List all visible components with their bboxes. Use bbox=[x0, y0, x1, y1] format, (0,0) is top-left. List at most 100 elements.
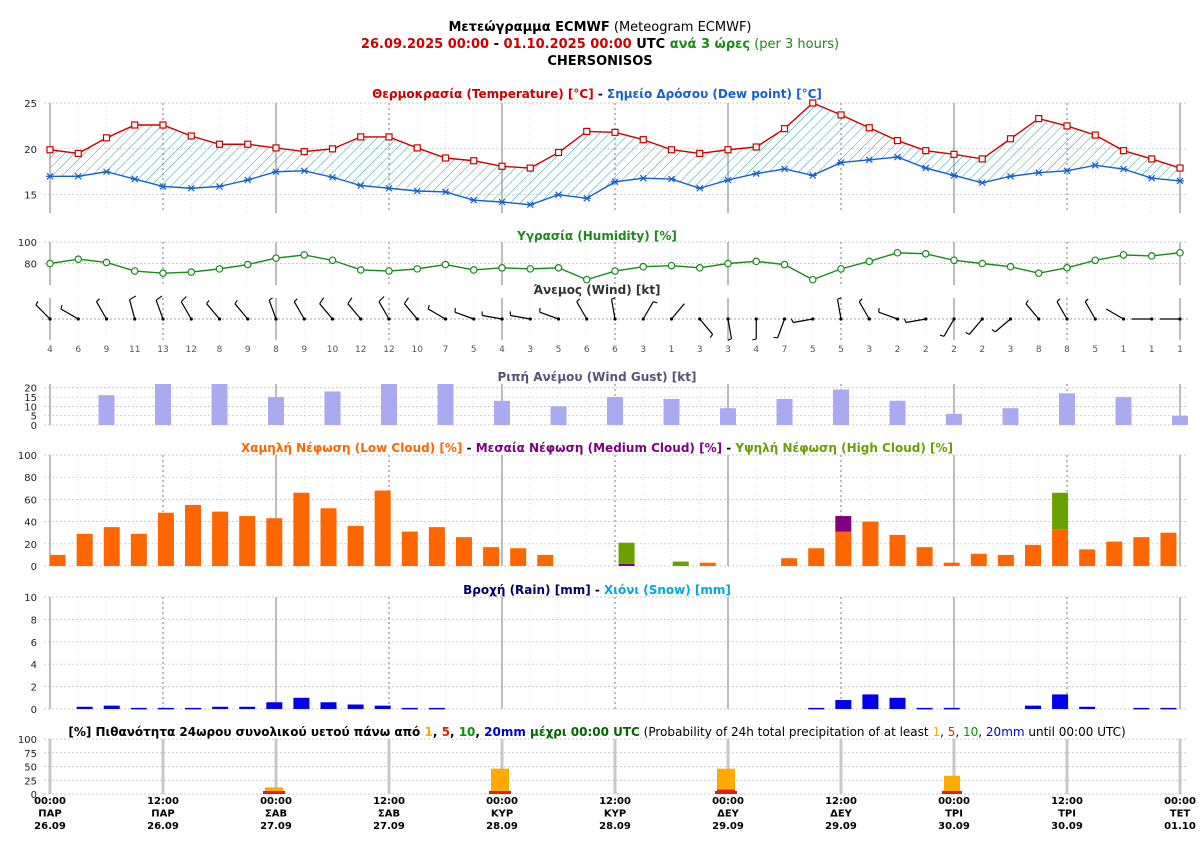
temperature-point bbox=[1006, 135, 1015, 143]
humidity-point bbox=[837, 265, 845, 273]
wind-barb-feather bbox=[837, 297, 842, 300]
low-cloud-bar bbox=[401, 531, 418, 566]
dewpoint-point bbox=[1006, 172, 1015, 180]
humidity-point bbox=[780, 260, 789, 269]
humidity-point bbox=[498, 263, 506, 272]
humidity-point bbox=[1119, 251, 1128, 259]
wind-barb-feather bbox=[752, 338, 757, 341]
humidity-point bbox=[639, 262, 648, 271]
low-cloud-bar bbox=[483, 547, 500, 566]
wind-speed-label: 13 bbox=[157, 345, 168, 355]
temperature-point bbox=[1148, 155, 1156, 163]
x-tick-time: 12:00 bbox=[599, 796, 631, 807]
dewpoint-point bbox=[159, 182, 167, 190]
wind-barb bbox=[427, 304, 448, 321]
temperature-point bbox=[159, 121, 167, 129]
wind-barb-feather bbox=[180, 296, 187, 303]
x-tick-date: 30.09 bbox=[938, 821, 970, 832]
cloud-panel-title: Χαμηλή Νέφωση (Low Cloud) [%] - Μεσαία Ν… bbox=[241, 441, 953, 455]
wind-barb-staff bbox=[319, 303, 333, 320]
dewpoint-point bbox=[272, 168, 280, 176]
temperature-point bbox=[639, 136, 647, 144]
wind-speed-label: 5 bbox=[556, 345, 562, 355]
wind-speed-label: 9 bbox=[245, 345, 251, 355]
rain-bar bbox=[1160, 707, 1177, 710]
wind-barb-staff bbox=[1056, 301, 1068, 320]
dewpoint-point bbox=[780, 165, 789, 173]
wind-barb-feather bbox=[378, 296, 385, 303]
wind-speed-label: 12 bbox=[186, 345, 197, 355]
wind-barb-station bbox=[443, 317, 448, 321]
low-cloud-bar bbox=[130, 533, 147, 566]
wind-barb-staff bbox=[347, 303, 362, 320]
humidity-point bbox=[808, 275, 817, 284]
x-tick-time: 00:00 bbox=[1164, 796, 1196, 807]
y-tick-label: 15 bbox=[24, 191, 37, 202]
wind-barb bbox=[509, 311, 532, 321]
dewpoint-point bbox=[46, 172, 54, 180]
x-tick-day: ΤΡΙ bbox=[945, 809, 963, 820]
wind-barb bbox=[403, 297, 419, 321]
wind-barb bbox=[752, 317, 758, 341]
wind-barb-station bbox=[415, 317, 419, 321]
x-tick-date: 29.09 bbox=[825, 821, 857, 832]
wind-speed-label: 6 bbox=[584, 345, 590, 355]
wind-speed-label: 10 bbox=[327, 345, 339, 355]
humidity-point bbox=[865, 257, 874, 266]
low-cloud-bar bbox=[835, 531, 852, 566]
wind-barb-station bbox=[811, 317, 815, 321]
wind-barb-feather bbox=[35, 301, 39, 306]
humidity-point bbox=[582, 275, 591, 284]
low-cloud-bar bbox=[293, 492, 310, 566]
rain-bar bbox=[212, 706, 229, 709]
temp-dew-fill bbox=[50, 103, 1180, 205]
gust-bar bbox=[98, 395, 115, 425]
gust-bar bbox=[607, 397, 623, 425]
wind-barb-feather bbox=[1084, 298, 1089, 303]
high-cloud-bar bbox=[618, 542, 635, 564]
dewpoint-point bbox=[385, 184, 393, 192]
gust-bar bbox=[324, 391, 341, 425]
humidity-point bbox=[1006, 262, 1015, 271]
wind-barb-staff bbox=[994, 318, 1011, 333]
wind-barb-staff bbox=[95, 301, 108, 320]
wind-barb bbox=[1160, 317, 1182, 321]
rain-bar bbox=[239, 706, 256, 709]
wind-barb-feather bbox=[347, 297, 353, 304]
humidity-point bbox=[413, 265, 422, 273]
x-tick-time: 00:00 bbox=[712, 796, 744, 807]
low-cloud-bar bbox=[212, 511, 229, 566]
dewpoint-point bbox=[724, 176, 732, 184]
dewpoint-point bbox=[526, 201, 535, 209]
humidity-point bbox=[1034, 269, 1043, 277]
wind-barb-feather bbox=[293, 298, 298, 303]
dewpoint-point bbox=[130, 175, 139, 183]
dewpoint-point bbox=[1176, 177, 1184, 185]
temperature-point bbox=[272, 144, 280, 152]
y-tick-label: 80 bbox=[24, 260, 37, 271]
x-tick-day: ΤΕΤ bbox=[1170, 809, 1191, 820]
wind-barb-feather bbox=[965, 332, 970, 335]
wind-barb-staff bbox=[836, 299, 842, 320]
wind-barb bbox=[539, 308, 561, 321]
low-cloud-bar bbox=[1106, 541, 1123, 566]
gust-bar bbox=[1002, 408, 1019, 425]
rain-bar bbox=[320, 702, 337, 709]
wind-barb-station bbox=[274, 317, 278, 321]
wind-speed-label: 1 bbox=[1121, 345, 1127, 355]
low-cloud-bar bbox=[808, 548, 825, 566]
humidity-point bbox=[130, 267, 139, 275]
wind-barb-station bbox=[76, 317, 80, 321]
wind-barb bbox=[378, 296, 391, 321]
dewpoint-point bbox=[808, 171, 817, 179]
low-cloud-bar bbox=[781, 558, 798, 566]
wind-speed-label: 12 bbox=[355, 345, 366, 355]
wind-barb bbox=[576, 298, 589, 321]
wind-speed-label: 3 bbox=[1008, 345, 1014, 355]
wind-barb-feather bbox=[709, 333, 714, 338]
x-tick-day: ΣΑΒ bbox=[378, 809, 400, 820]
gust-bar bbox=[437, 384, 454, 425]
y-tick-label: 0 bbox=[31, 562, 37, 573]
y-tick-label: 80 bbox=[24, 473, 37, 484]
gust-bar bbox=[211, 384, 228, 425]
